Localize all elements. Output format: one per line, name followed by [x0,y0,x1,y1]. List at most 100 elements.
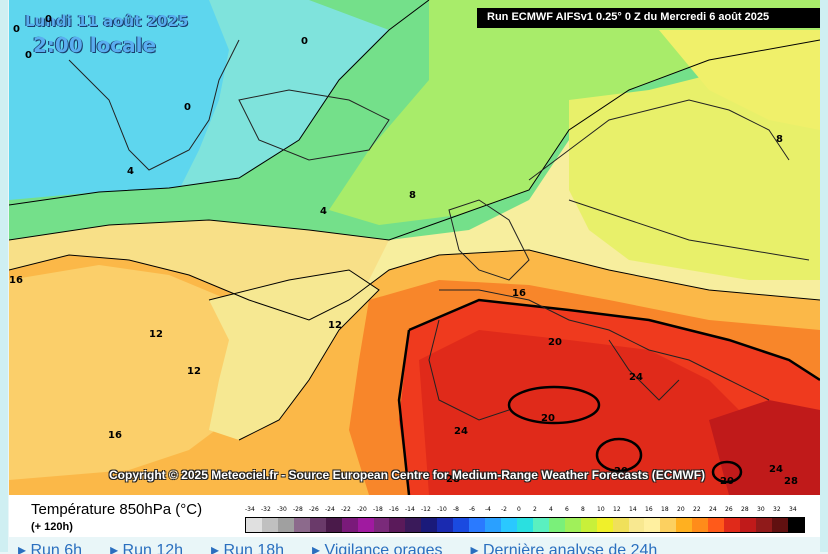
legend-color-swatch [469,518,486,532]
legend-tick-label: 34 [789,506,797,513]
contour-label: 0 [301,36,308,47]
contour-label: 24 [769,464,783,475]
legend-subtitle: (+ 120h) [31,521,73,533]
legend-tick-label: -26 [309,506,319,513]
legend-color-swatch [708,518,725,532]
copyright-notice: Copyright © 2025 Meteociel.fr - Source E… [109,468,706,482]
legend-tick-label: -2 [501,506,507,513]
legend-color-swatch [421,518,438,532]
legend-color-swatch [787,518,804,532]
legend-color-swatch [293,518,310,532]
run-link[interactable]: ▸ Dernière analyse de 24h [470,542,658,554]
legend-tick-label: -4 [485,506,491,513]
contour-label: 4 [127,166,134,177]
legend-color-swatch [724,518,741,532]
forecast-date: Lundi 11 août 2025 [25,12,189,30]
temperature-field [9,0,820,495]
contour-label: 4 [320,206,327,217]
legend-tick-label: 6 [565,506,569,513]
legend-tick-label: 14 [629,506,637,513]
legend-color-swatch [453,518,470,532]
contour-label: 20 [541,413,555,424]
legend-tick-label: -24 [325,506,335,513]
run-info: Run ECMWF AIFSv1 0.25° 0 Z du Mercredi 6… [477,8,820,28]
legend-tick-label: 32 [773,506,781,513]
legend-tick-label: -14 [405,506,415,513]
legend-color-swatch [516,518,533,532]
legend-tick-label: -12 [421,506,431,513]
legend-tick-label: 12 [613,506,621,513]
legend-color-swatch [501,518,517,532]
legend-title: Température 850hPa (°C) [31,501,203,518]
contour-label: 24 [629,372,643,383]
contour-label: 20 [614,466,628,477]
legend-tick-label: -8 [453,506,459,513]
contour-label: 16 [512,288,526,299]
legend-color-swatch [532,518,549,532]
legend-scale-values: -34 -32 -30 -28 -26 -24 -22 -20 -18 -16 -14 -12 -10-… [245,506,805,516]
legend-color-swatch [771,518,788,532]
weather-map: Lundi 11 août 2025 2:00 locale Run ECMWF… [9,0,820,495]
legend-tick-label: 16 [645,506,653,513]
legend-tick-label: 0 [517,506,521,513]
legend-tick-label: -18 [373,506,383,513]
run-link[interactable]: ▸ Run 18h [211,542,285,554]
legend-color-swatch [644,518,661,532]
legend-color-swatch [485,518,501,532]
contour-label: 16 [9,275,23,286]
legend-color-swatch [341,518,358,532]
legend-color-swatch [357,518,374,532]
contour-label: 20 [548,337,562,348]
legend-tick-label: 22 [693,506,701,513]
legend-color-swatch [277,518,294,532]
legend-tick-label: 28 [741,506,749,513]
contour-label: 12 [149,329,163,340]
legend-tick-label: -28 [293,506,303,513]
legend-color-swatch [612,518,629,532]
contour-label: 12 [187,366,201,377]
legend-tick-label: 30 [757,506,765,513]
legend-tick-label: 20 [677,506,685,513]
legend-color-swatch [548,518,565,532]
run-links: ▸ Run 6h ▸ Run 12h ▸ Run 18h ▸ Vigilance or… [18,540,818,554]
legend-tick-label: -30 [277,506,287,513]
legend-color-swatch [405,518,422,532]
legend-tick-label: 26 [725,506,733,513]
contour-label: 24 [454,426,468,437]
legend-tick-label: -22 [341,506,351,513]
legend-color-swatch [325,518,342,532]
run-link[interactable]: ▸ Vigilance orages [312,542,443,554]
legend-color-swatch [660,518,677,532]
legend-tick-label: -16 [389,506,399,513]
contour-label: 16 [108,430,122,441]
legend-tick-label: -20 [357,506,367,513]
contour-label: 0 [184,102,191,113]
legend-color-swatch [628,518,645,532]
legend-color-swatch [389,518,406,532]
legend-color-swatch [596,518,613,532]
legend-color-swatch [564,518,581,532]
contour-label: 0 [45,14,52,25]
legend-color-swatch [309,518,326,532]
run-link[interactable]: ▸ Run 12h [110,542,184,554]
legend-tick-label: -32 [261,506,271,513]
legend-tick-label: 2 [533,506,537,513]
legend-color-swatch [373,518,390,532]
legend-tick-label: -6 [469,506,475,513]
legend-color-swatch [692,518,709,532]
legend-color-swatch [261,518,278,532]
contour-label: 28 [446,474,460,485]
legend-tick-label: 4 [549,506,553,513]
legend-tick-label: 8 [581,506,585,513]
legend-tick-label: 10 [597,506,605,513]
legend-color-scale [245,517,805,533]
legend-tick-label: -10 [437,506,447,513]
contour-label: 20 [720,476,734,487]
legend-color-swatch [756,518,772,532]
forecast-time: 2:00 locale [33,33,157,57]
run-link[interactable]: ▸ Run 6h [18,542,83,554]
contour-label: 12 [328,320,342,331]
legend-color-swatch [246,518,262,532]
contour-label: 0 [25,50,32,61]
legend-tick-label: 18 [661,506,669,513]
